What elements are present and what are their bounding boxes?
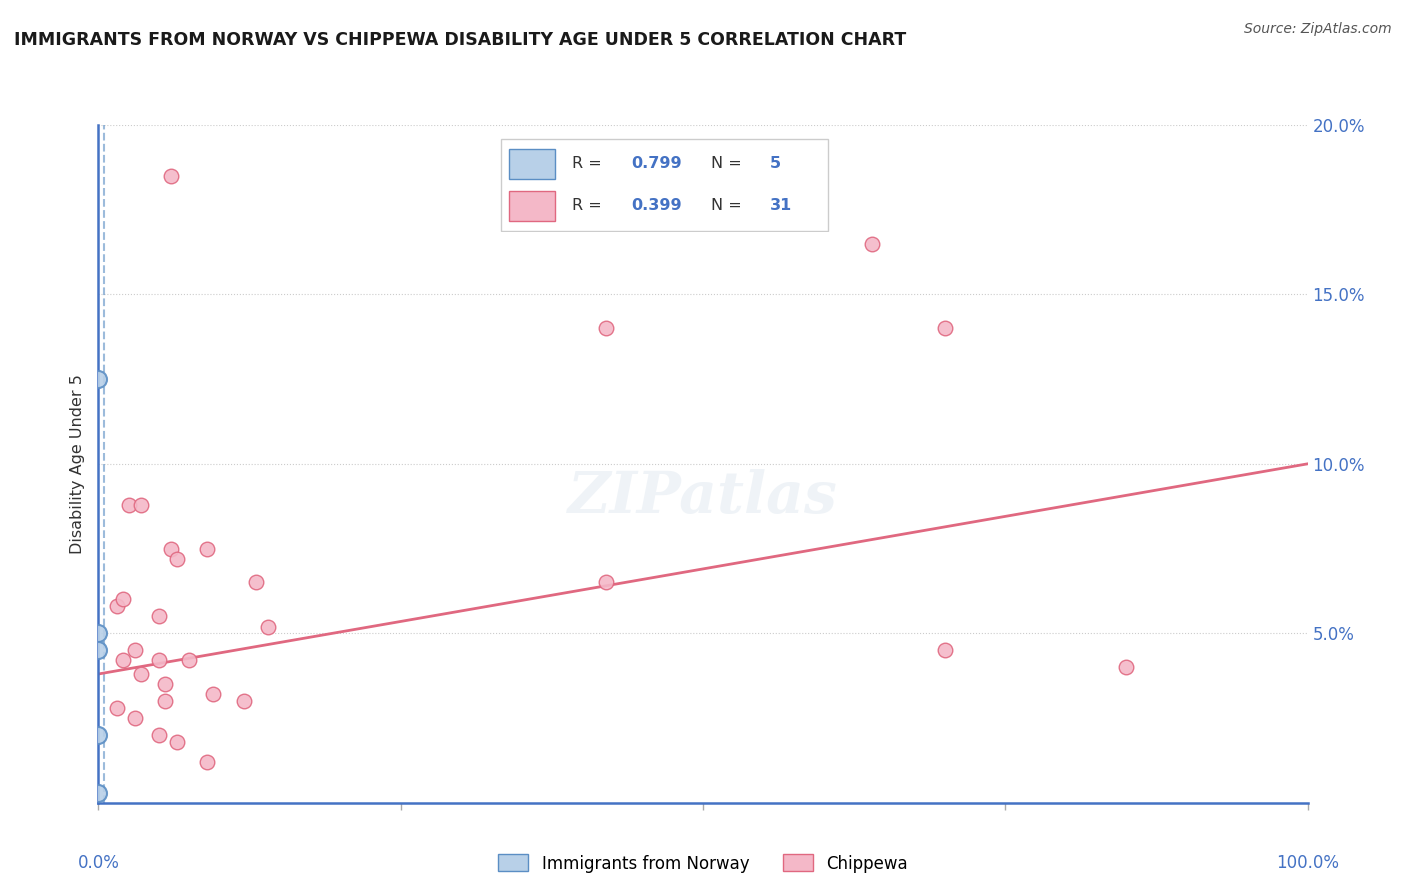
Text: N =: N = bbox=[710, 198, 747, 213]
Y-axis label: Disability Age Under 5: Disability Age Under 5 bbox=[70, 374, 86, 554]
Point bbox=[160, 169, 183, 183]
Point bbox=[105, 701, 128, 715]
Point bbox=[179, 653, 201, 667]
FancyBboxPatch shape bbox=[501, 139, 828, 231]
Text: IMMIGRANTS FROM NORWAY VS CHIPPEWA DISABILITY AGE UNDER 5 CORRELATION CHART: IMMIGRANTS FROM NORWAY VS CHIPPEWA DISAB… bbox=[14, 31, 907, 49]
FancyBboxPatch shape bbox=[509, 191, 555, 220]
Text: R =: R = bbox=[572, 156, 607, 171]
Point bbox=[195, 541, 218, 556]
Point bbox=[153, 677, 176, 691]
Text: 0.799: 0.799 bbox=[631, 156, 682, 171]
Point bbox=[124, 643, 146, 657]
Point bbox=[111, 653, 134, 667]
Point bbox=[87, 728, 110, 742]
Point bbox=[166, 735, 188, 749]
Point bbox=[87, 372, 110, 386]
Point bbox=[860, 236, 883, 251]
Point bbox=[166, 551, 188, 566]
Point bbox=[148, 653, 170, 667]
Point bbox=[148, 609, 170, 624]
Point bbox=[111, 592, 134, 607]
Point bbox=[87, 786, 110, 800]
Point bbox=[934, 321, 956, 335]
Point bbox=[202, 687, 225, 701]
Text: N =: N = bbox=[710, 156, 747, 171]
Text: 31: 31 bbox=[770, 198, 793, 213]
Point bbox=[232, 694, 254, 708]
Point bbox=[105, 599, 128, 614]
Text: 0.399: 0.399 bbox=[631, 198, 682, 213]
Point bbox=[129, 667, 152, 681]
Legend: Immigrants from Norway, Chippewa: Immigrants from Norway, Chippewa bbox=[492, 847, 914, 880]
Text: 5: 5 bbox=[770, 156, 782, 171]
Point bbox=[1115, 660, 1137, 674]
Point bbox=[124, 711, 146, 725]
Point bbox=[595, 575, 617, 590]
Point bbox=[87, 643, 110, 657]
Point bbox=[160, 541, 183, 556]
Text: 0.0%: 0.0% bbox=[77, 854, 120, 871]
FancyBboxPatch shape bbox=[509, 149, 555, 178]
Point bbox=[87, 626, 110, 640]
Text: ZIPatlas: ZIPatlas bbox=[568, 469, 838, 526]
Text: 100.0%: 100.0% bbox=[1277, 854, 1339, 871]
Point bbox=[129, 498, 152, 512]
Point bbox=[934, 643, 956, 657]
Point bbox=[118, 498, 141, 512]
Point bbox=[153, 694, 176, 708]
Text: Source: ZipAtlas.com: Source: ZipAtlas.com bbox=[1244, 22, 1392, 37]
Point bbox=[245, 575, 267, 590]
Point bbox=[256, 619, 278, 633]
Point bbox=[195, 755, 218, 769]
Text: R =: R = bbox=[572, 198, 607, 213]
Point bbox=[595, 321, 617, 335]
Point bbox=[148, 728, 170, 742]
